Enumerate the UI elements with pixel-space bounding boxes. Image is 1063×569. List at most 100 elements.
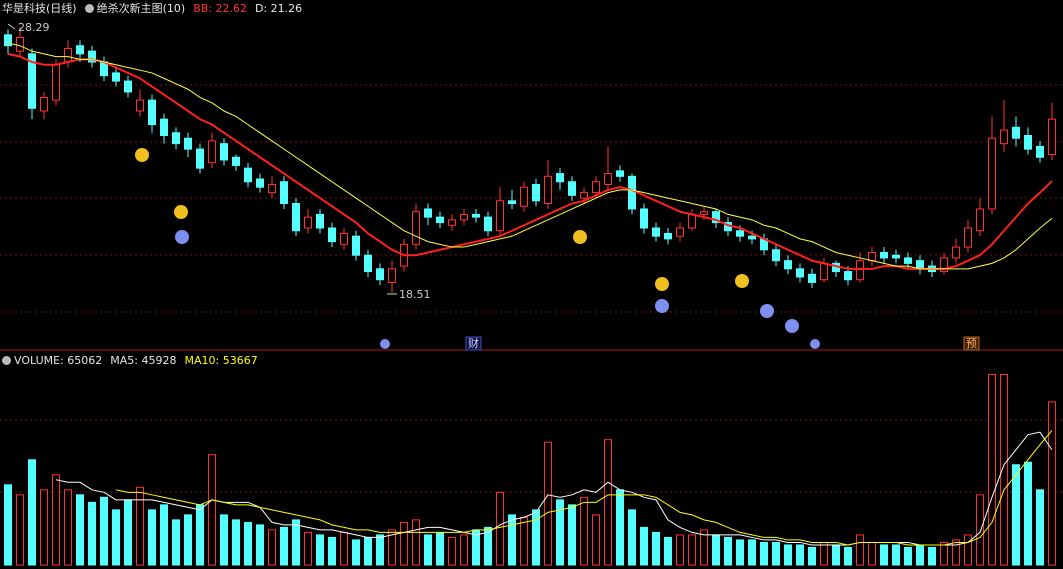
volume-bar — [832, 544, 840, 566]
candle-body — [1000, 129, 1008, 145]
candle-body — [76, 45, 84, 55]
volume-bar — [628, 509, 636, 566]
volume-bar — [388, 529, 396, 566]
candle-body — [472, 213, 480, 218]
volume-bar — [544, 441, 552, 566]
candle-body — [220, 143, 228, 161]
volume-bar — [964, 534, 972, 566]
face-icon — [735, 274, 749, 288]
volume-bar — [160, 504, 168, 566]
volume-bar — [328, 536, 336, 566]
volume-bar — [136, 486, 144, 566]
legend-name: MA10 — [184, 354, 222, 367]
candle-body — [748, 235, 756, 240]
candle-body — [244, 167, 252, 183]
annotation-box — [465, 336, 482, 351]
volume-bar — [604, 439, 612, 566]
volume-bar — [88, 501, 96, 566]
candle-body — [124, 80, 132, 93]
candle-body — [676, 227, 684, 237]
candle-body — [1012, 126, 1020, 139]
candle-body — [496, 200, 504, 232]
candle-body — [328, 227, 336, 243]
candle-body — [268, 183, 276, 194]
max-arrow — [7, 23, 16, 30]
volume-bar — [772, 541, 780, 566]
volume-bar — [196, 504, 204, 566]
candle-body — [484, 216, 492, 232]
candle-body — [1048, 118, 1056, 156]
volume-bar — [556, 499, 564, 566]
candle-body — [256, 178, 264, 188]
line — [7, 52, 1053, 270]
face-icon — [174, 205, 188, 219]
volume-bar — [868, 541, 876, 566]
volume-bar — [592, 514, 600, 566]
volume-bar — [856, 534, 864, 566]
volume-bar — [484, 526, 492, 566]
candle-body — [952, 246, 960, 259]
volume-bar — [724, 536, 732, 566]
candle-body — [64, 47, 72, 63]
candle-body — [136, 99, 144, 112]
candle-body — [4, 34, 12, 47]
volume-bar — [124, 499, 132, 566]
menu-icon[interactable] — [84, 4, 94, 13]
volume-bar — [412, 519, 420, 566]
candle-body — [16, 37, 24, 52]
volume-bar — [16, 494, 24, 566]
volume-bar — [892, 544, 900, 566]
volume-bar — [148, 509, 156, 566]
candle-body — [772, 249, 780, 262]
candle-body — [1036, 145, 1044, 158]
volume-bar — [220, 514, 228, 566]
volume-bar — [532, 509, 540, 566]
face-icon — [175, 230, 189, 244]
volume-bar — [916, 544, 924, 566]
face-icon — [760, 304, 774, 318]
candle-body — [172, 132, 180, 145]
volume-bar — [112, 509, 120, 566]
volume-bar — [976, 494, 984, 566]
candle-body — [436, 216, 444, 224]
face-icon — [135, 148, 149, 162]
volume-bar — [172, 519, 180, 566]
candle-body — [28, 53, 36, 109]
volume-bar — [760, 541, 768, 566]
candle-body — [616, 170, 624, 177]
candle-body — [208, 140, 216, 164]
volume-bar — [712, 534, 720, 566]
candle-body — [232, 156, 240, 166]
candle-body — [448, 219, 456, 226]
face-icon — [655, 299, 669, 313]
candle-body — [868, 251, 876, 262]
candle-body — [40, 96, 48, 112]
volume-bar — [676, 534, 684, 566]
candle-body — [592, 181, 600, 194]
volume-bar — [736, 539, 744, 566]
menu-icon[interactable] — [2, 356, 11, 365]
volume-bar — [304, 531, 312, 566]
candle-body — [976, 208, 984, 232]
candle-body — [460, 213, 468, 221]
candle-body — [388, 268, 396, 283]
volume-bar — [508, 514, 516, 566]
annotation: 预 — [966, 337, 977, 350]
volume-bar — [988, 374, 996, 566]
candle-body — [664, 232, 672, 240]
candle-body — [820, 262, 828, 281]
volume-bar — [784, 544, 792, 566]
volume-bar — [436, 531, 444, 566]
volume-bar — [796, 544, 804, 566]
volume-bar — [700, 529, 708, 566]
candle-body — [784, 260, 792, 270]
candle-body — [544, 175, 552, 205]
candle-body — [568, 181, 576, 196]
candle-body — [580, 192, 588, 199]
candle-body — [304, 216, 312, 229]
volume-bar — [400, 521, 408, 566]
candle-body — [700, 211, 708, 215]
candle-body — [640, 208, 648, 229]
